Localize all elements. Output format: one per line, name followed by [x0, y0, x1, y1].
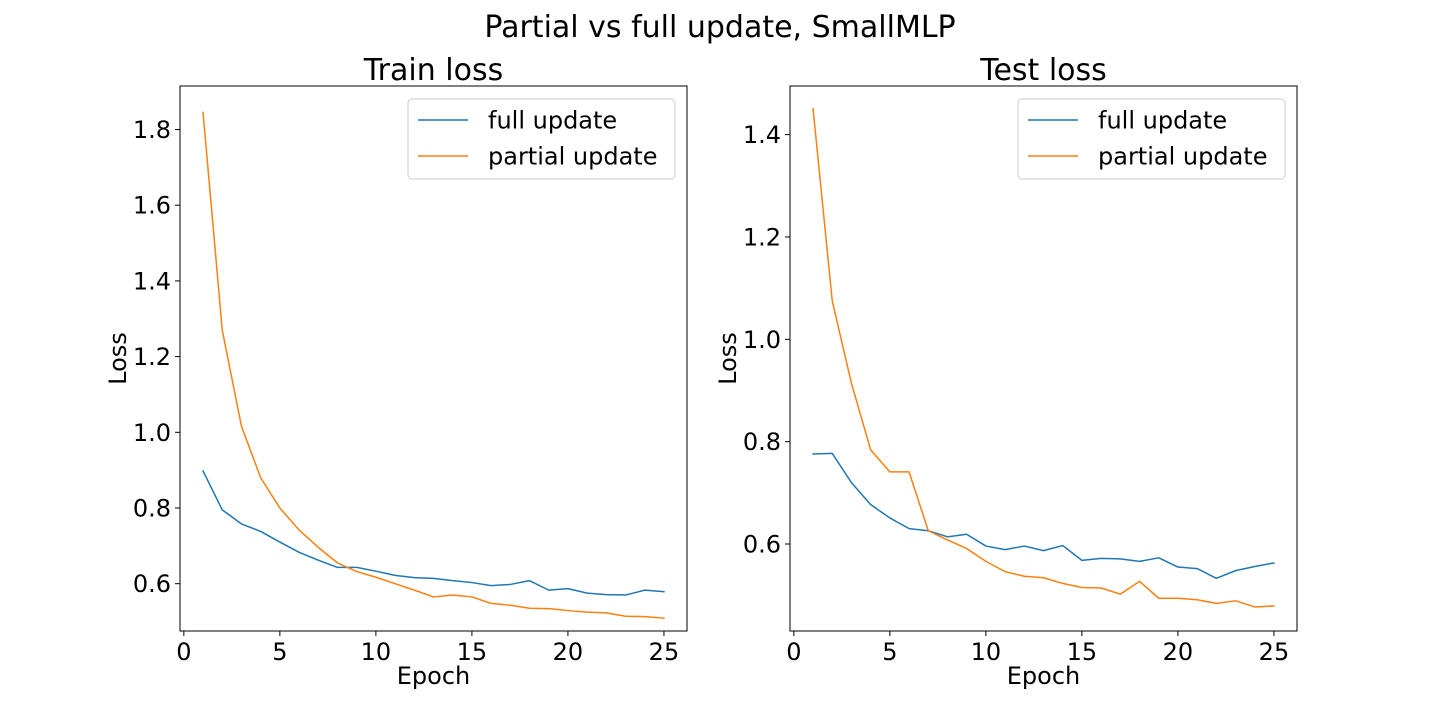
test-legend-label-partial-update: partial update — [1098, 143, 1267, 171]
panel-test-loss: Test loss 0 5 10 15 20 25 0.6 0.8 1.0 1.2 1.4 Epoch L… — [714, 53, 1298, 690]
test-axes-frame — [789, 85, 1298, 632]
train-series-line-full-update — [202, 469, 665, 596]
train-series-group — [202, 111, 665, 619]
train-x-axis-label: Epoch — [397, 662, 471, 690]
train-x-tick-label: 20 — [553, 638, 584, 666]
train-y-axis-label: Loss — [104, 332, 132, 385]
train-y-tick-label: 1.8 — [133, 116, 171, 144]
test-x-axis-label: Epoch — [1007, 662, 1081, 690]
train-y-tick-label: 0.6 — [133, 570, 171, 598]
test-x-tick-label: 15 — [1067, 638, 1098, 666]
test-axes-title: Test loss — [979, 53, 1107, 88]
figure-suptitle: Partial vs full update, SmallMLP — [484, 10, 955, 45]
train-y-tick-label: 1.2 — [133, 343, 171, 371]
test-y-tick-label: 0.8 — [743, 428, 781, 456]
train-x-tick-label: 15 — [457, 638, 488, 666]
train-series-line-partial-update — [202, 111, 665, 619]
test-y-axis-label: Loss — [714, 332, 742, 385]
train-y-tick-label: 1.6 — [133, 192, 171, 220]
test-x-tick-label: 20 — [1163, 638, 1194, 666]
test-legend: full update partial update — [1017, 98, 1286, 180]
train-x-tick-label: 25 — [649, 638, 680, 666]
test-legend-label-full-update: full update — [1098, 107, 1227, 135]
test-x-tick-label: 0 — [786, 638, 801, 666]
train-x-tick-label: 5 — [272, 638, 287, 666]
train-legend: full update partial update — [407, 98, 676, 180]
test-x-tick-label: 10 — [971, 638, 1002, 666]
train-x-tick-label: 0 — [176, 638, 191, 666]
test-y-tick-label: 1.4 — [743, 121, 781, 149]
test-y-tick-label: 1.2 — [743, 223, 781, 251]
train-x-tick-label: 10 — [361, 638, 392, 666]
train-y-tick-label: 1.0 — [133, 419, 171, 447]
train-y-tick-label: 0.8 — [133, 494, 171, 522]
panel-train-loss: Train loss 0 5 10 15 20 25 0.6 0.8 1.0 1.2 1.4 1.6 1.… — [104, 53, 688, 690]
test-legend-box — [1017, 98, 1286, 180]
train-legend-label-partial-update: partial update — [488, 143, 657, 171]
test-series-line-full-update — [812, 452, 1275, 580]
test-series-group — [812, 107, 1275, 608]
test-y-tick-label: 0.6 — [743, 531, 781, 559]
test-series-line-partial-update — [812, 107, 1275, 608]
train-legend-label-full-update: full update — [488, 107, 617, 135]
test-x-tick-label: 5 — [882, 638, 897, 666]
train-y-tick-label: 1.4 — [133, 267, 171, 295]
test-x-tick-label: 25 — [1259, 638, 1290, 666]
train-axes-frame — [179, 85, 688, 632]
train-axes-title: Train loss — [363, 53, 503, 88]
train-legend-box — [407, 98, 676, 180]
test-y-tick-label: 1.0 — [743, 326, 781, 354]
